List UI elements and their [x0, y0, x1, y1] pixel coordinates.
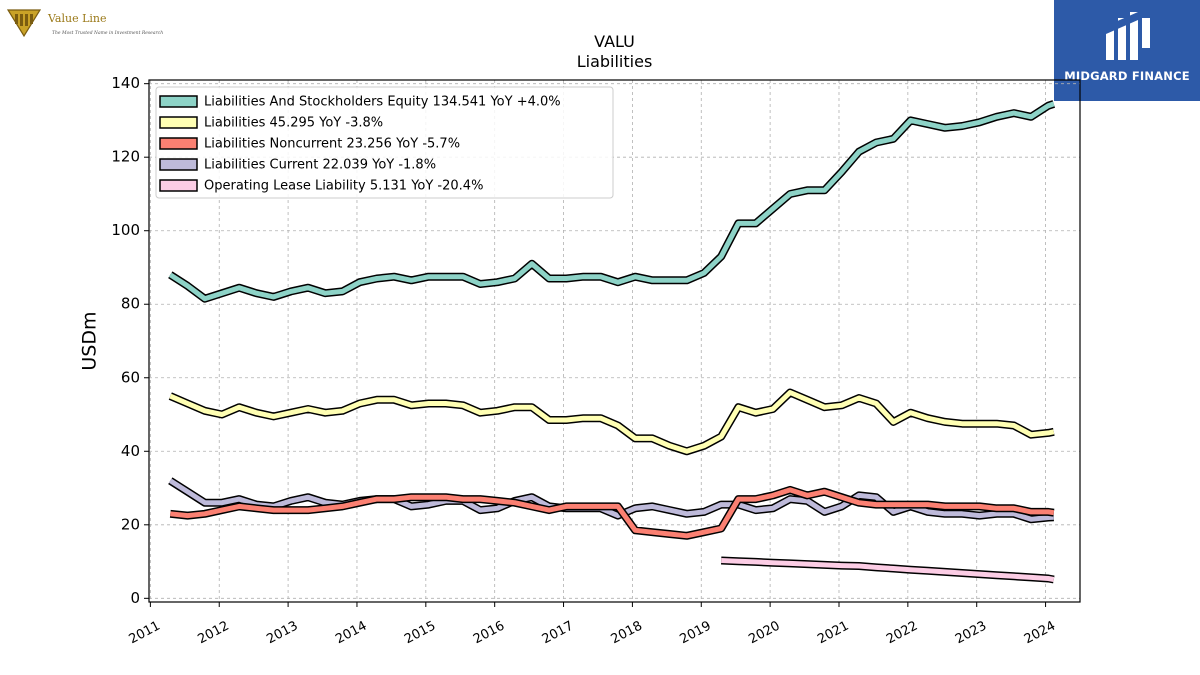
x-tick-label: 2013 — [264, 619, 300, 648]
y-tick-label: 20 — [121, 515, 140, 533]
x-tick-label: 2023 — [953, 619, 989, 648]
x-tick-label: 2022 — [884, 619, 920, 648]
plot-frame — [148, 79, 1081, 603]
legend-swatch — [159, 95, 198, 108]
value-line-tagline: The Most Trusted Name in Investment Rese… — [52, 31, 164, 36]
y-tick-label: 140 — [111, 74, 140, 92]
x-tick-label: 2011 — [127, 619, 163, 648]
midgard-finance-wordmark: MIDGARD FINANCE — [1064, 69, 1190, 83]
y-tick-label: 80 — [121, 295, 140, 313]
value-line-emblem-icon — [6, 9, 42, 38]
series-line-liabilities — [169, 390, 1055, 454]
y-tick-label: 100 — [111, 221, 140, 239]
x-tick-label: 2021 — [815, 619, 851, 648]
x-tick-label: 2020 — [746, 619, 782, 648]
x-tick-label: 2019 — [677, 619, 713, 648]
legend-swatch — [159, 137, 198, 150]
midgard-finance-logo: MIDGARD FINANCE — [1054, 0, 1200, 101]
legend-entry-label: Liabilities Noncurrent 23.256 YoY -5.7% — [204, 137, 460, 152]
legend: Liabilities And Stockholders Equity 134.… — [155, 86, 614, 199]
series-line-liabilities-noncurrent — [170, 487, 1055, 539]
series-line-operating-lease-liability — [721, 558, 1055, 582]
value-line-logo: Value Line The Most Trusted Name in Inve… — [4, 4, 164, 44]
legend-entry-label: Liabilities 45.295 YoY -3.8% — [204, 116, 383, 131]
y-tick-label: 60 — [121, 368, 140, 386]
legend-entry-label: Liabilities And Stockholders Equity 134.… — [204, 95, 561, 110]
midgard-emblem-icon — [1106, 12, 1150, 60]
chart-title: VALU — [594, 32, 635, 51]
x-tick-label: 2012 — [195, 619, 231, 648]
series-lines — [168, 100, 1056, 584]
y-tick-label: 120 — [111, 148, 140, 166]
legend-swatch — [159, 116, 198, 129]
series-line-liabilities-and-stockholders-equity — [168, 101, 1055, 302]
legend-swatch — [159, 158, 198, 171]
x-tick-label: 2015 — [402, 619, 438, 648]
legend-swatch — [159, 179, 198, 192]
legend-entry-label: Liabilities Current 22.039 YoY -1.8% — [204, 158, 436, 173]
x-tick-label: 2018 — [609, 619, 645, 648]
x-tick-label: 2014 — [333, 619, 369, 648]
x-tick-label: 2024 — [1022, 619, 1058, 648]
y-tick-label: 0 — [130, 589, 140, 607]
x-tick-label: 2017 — [540, 619, 576, 648]
y-tick-label: 40 — [121, 442, 140, 460]
x-tick-label: 2016 — [471, 619, 507, 648]
legend-entry-label: Operating Lease Liability 5.131 YoY -20.… — [204, 179, 483, 194]
chart-subtitle: Liabilities — [577, 52, 653, 71]
legend-box — [155, 86, 614, 199]
y-axis-label: USDm — [79, 311, 101, 370]
value-line-wordmark: Value Line — [48, 12, 107, 25]
